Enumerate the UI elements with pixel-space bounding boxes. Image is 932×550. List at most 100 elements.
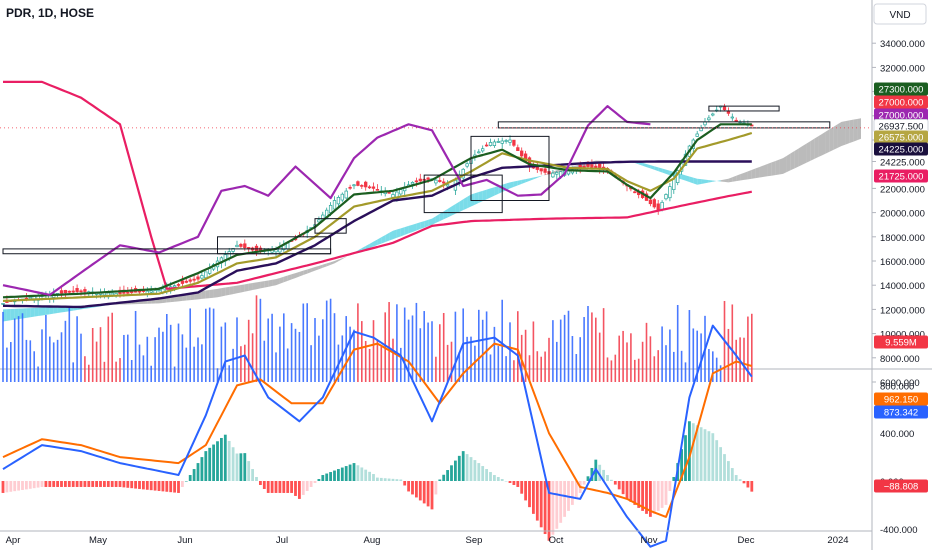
macd-histogram-bar [656, 481, 660, 511]
volume-bar [127, 334, 129, 382]
ichimoku-cloud-segment [432, 216, 436, 225]
ichimoku-cloud-segment [697, 178, 702, 185]
volume-bar [493, 326, 496, 382]
candle-body [418, 178, 422, 182]
price-pane[interactable] [0, 0, 932, 382]
macd-histogram-bar [192, 469, 196, 481]
ichimoku-cloud-segment [759, 165, 764, 178]
volume-bar [634, 359, 636, 382]
volume-bar [657, 350, 659, 382]
candle-body [59, 290, 64, 294]
macd-histogram-bar [481, 466, 485, 481]
macd-badge [874, 392, 928, 406]
macd-histogram-bar [321, 475, 325, 481]
volume-bar [567, 310, 570, 382]
macd-histogram-bar [606, 475, 609, 481]
ichimoku-cloud-segment [416, 222, 421, 231]
volume-bar [193, 346, 195, 382]
ichimoku-cloud-segment [783, 155, 787, 174]
volume-bar [610, 360, 613, 382]
volume-bar [602, 308, 605, 382]
volume-bar [357, 303, 359, 382]
macd-histogram-bar [290, 481, 293, 493]
ichimoku-cloud-segment [705, 179, 709, 184]
volume-bar [450, 341, 453, 382]
ichimoku-cloud-segment [283, 275, 288, 283]
ichimoku-cloud-segment [45, 307, 50, 315]
macd-histogram-bar [298, 481, 301, 499]
volume-bar [598, 332, 601, 382]
ichimoku-cloud-segment [724, 178, 729, 183]
macd-histogram-bar [243, 453, 247, 481]
candle-body [516, 147, 520, 151]
volume-bar [76, 316, 78, 382]
currency-selector[interactable]: VND [873, 3, 927, 25]
macd-histogram-bar [64, 481, 67, 487]
macd-pane[interactable] [1, 324, 754, 548]
macd-histogram-bar [563, 481, 566, 517]
macd-histogram-bar [652, 481, 656, 514]
volume-bar [528, 355, 531, 382]
volume-bar [637, 358, 640, 382]
volume-bar [556, 341, 558, 382]
volume-bar [306, 303, 308, 382]
volume-bar [653, 356, 656, 382]
macd-histogram-bar [200, 457, 204, 481]
volume-bar [56, 339, 59, 382]
macd-histogram-bar [134, 481, 137, 489]
ichimoku-cloud-segment [10, 308, 15, 321]
ichimoku-cloud-segment [14, 308, 19, 320]
volume-bar [52, 342, 55, 382]
volume-bar [88, 364, 90, 382]
macd-histogram-bar [613, 481, 617, 485]
macd-histogram-bar [625, 481, 629, 499]
macd-histogram-bar [48, 481, 52, 487]
macd-line [2, 324, 753, 548]
price-axis[interactable]: 34000.00032000.00030000.00028000.0002600… [871, 0, 929, 550]
macd-histogram-bar [586, 476, 590, 481]
currency-label[interactable]: VND [889, 10, 910, 21]
ichimoku-cloud-segment [213, 288, 218, 298]
macd-histogram-bar [602, 469, 605, 481]
ichimoku-cloud-segment [685, 175, 690, 183]
volume-bar [329, 298, 332, 382]
candle-body [656, 203, 660, 211]
ichimoku-cloud-segment [662, 168, 666, 174]
ichimoku-cloud-segment [6, 309, 11, 321]
macd-histogram-bar [60, 481, 63, 487]
macd-histogram-bar [329, 472, 332, 481]
ichimoku-cloud-segment [311, 267, 315, 273]
ichimoku-cloud-segment [833, 124, 838, 150]
macd-histogram-bar [730, 468, 734, 481]
time-tick-label: Aug [364, 535, 381, 546]
macd-histogram-bar [376, 477, 379, 481]
volume-bar [712, 351, 714, 382]
ichimoku-cloud-segment [794, 148, 799, 169]
ichimoku-cloud-segment [841, 121, 846, 147]
volume-bar [587, 306, 589, 382]
macd-badge-label: 873.342 [884, 408, 918, 419]
ichimoku-cloud-segment [229, 286, 234, 295]
macd-histogram-bar [633, 481, 637, 505]
time-axis[interactable]: Apr May Jun Jul Aug Sep Oct Nov Dec 2024 [0, 530, 872, 546]
volume-bar [41, 329, 43, 382]
volume-bar [21, 313, 24, 382]
volume-bar [29, 340, 32, 382]
volume-bar [130, 360, 133, 382]
candle-body [633, 191, 637, 194]
volume-bar [189, 308, 191, 382]
macd-badge [874, 405, 928, 419]
macd-histogram-bar [582, 481, 586, 485]
macd-histogram-bar [695, 425, 699, 481]
candle-body [504, 140, 508, 142]
macd-histogram-bar [270, 481, 274, 493]
volume-bar [559, 319, 562, 382]
ichimoku-cloud-segment [404, 225, 409, 235]
macd-histogram-bar [333, 470, 336, 481]
volume-bar [325, 300, 328, 382]
macd-histogram-bar [87, 481, 91, 487]
ichimoku-cloud-segment [389, 230, 393, 241]
volume-bar [400, 347, 402, 382]
volume-bar [107, 316, 110, 382]
